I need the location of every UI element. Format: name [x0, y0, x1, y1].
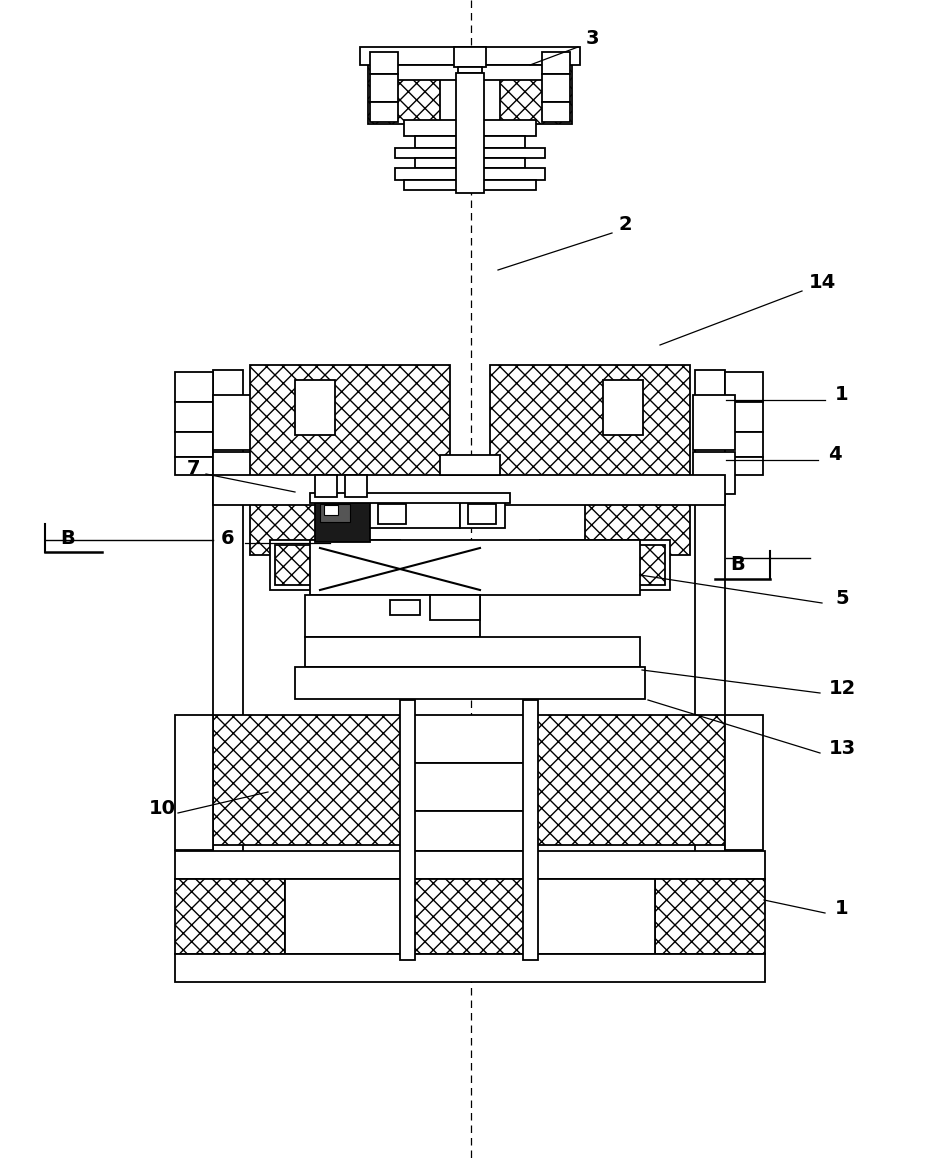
Bar	[500, 52, 572, 124]
Bar	[695, 370, 725, 909]
Bar	[404, 180, 536, 190]
Text: 1: 1	[836, 385, 849, 405]
Bar	[360, 48, 580, 65]
Bar	[275, 545, 330, 585]
Text: 14: 14	[808, 274, 836, 292]
Bar	[693, 452, 735, 494]
Bar	[324, 505, 338, 515]
Text: 5: 5	[836, 588, 849, 608]
Bar	[468, 503, 496, 524]
Bar	[454, 48, 486, 67]
Bar	[540, 541, 670, 590]
Bar	[175, 432, 213, 457]
Text: 12: 12	[828, 679, 855, 697]
Bar	[295, 380, 335, 435]
Bar	[285, 879, 403, 954]
Bar	[213, 715, 403, 844]
Text: 10: 10	[149, 798, 175, 818]
Text: 7: 7	[187, 458, 200, 478]
Bar	[458, 67, 482, 73]
Bar	[725, 403, 763, 432]
Bar	[320, 503, 350, 522]
Text: B: B	[731, 556, 745, 574]
Bar	[693, 396, 735, 450]
Text: B: B	[60, 529, 75, 548]
Bar	[655, 879, 765, 954]
Bar	[305, 637, 640, 667]
Bar	[603, 380, 643, 435]
Bar	[175, 851, 765, 879]
Bar	[378, 503, 406, 524]
Bar	[175, 372, 213, 403]
Bar	[430, 595, 480, 619]
Bar	[315, 474, 337, 496]
Bar	[345, 474, 367, 496]
Bar	[725, 715, 763, 850]
Bar	[535, 715, 725, 844]
Bar	[403, 811, 533, 851]
Bar	[415, 136, 525, 148]
Bar	[368, 52, 440, 124]
Bar	[175, 715, 213, 850]
Text: 6: 6	[221, 529, 235, 548]
Bar	[523, 699, 538, 960]
Bar	[610, 545, 665, 585]
Bar	[403, 763, 533, 811]
Bar	[440, 455, 500, 474]
Bar	[315, 500, 370, 542]
Bar	[175, 403, 213, 432]
Text: 4: 4	[828, 445, 842, 464]
Bar	[385, 65, 555, 80]
Bar	[542, 52, 570, 74]
Bar	[725, 432, 763, 457]
Bar	[213, 370, 243, 909]
Bar	[725, 372, 763, 403]
Bar	[250, 365, 450, 485]
Bar	[542, 102, 570, 122]
Text: 1: 1	[836, 899, 849, 918]
Text: 13: 13	[828, 739, 855, 757]
Text: 2: 2	[618, 216, 632, 234]
Bar	[403, 879, 533, 954]
Bar	[305, 595, 480, 637]
Bar	[542, 74, 570, 102]
Bar	[270, 541, 400, 590]
Bar	[390, 600, 420, 615]
Bar	[213, 396, 255, 450]
Bar	[370, 102, 398, 122]
Bar	[310, 493, 510, 503]
Bar	[213, 452, 255, 494]
Bar	[395, 168, 545, 180]
Bar	[533, 879, 655, 954]
Bar	[395, 148, 545, 158]
Bar	[460, 498, 505, 528]
Bar	[725, 457, 763, 474]
Bar	[175, 457, 213, 474]
Bar	[370, 498, 460, 528]
Bar	[456, 73, 484, 193]
Bar	[370, 52, 398, 74]
Bar	[213, 474, 725, 505]
Bar	[415, 158, 525, 168]
Bar	[295, 667, 645, 699]
Bar	[370, 74, 398, 102]
Bar	[310, 541, 640, 595]
Text: 3: 3	[585, 29, 599, 48]
Bar	[175, 954, 765, 983]
Bar	[404, 119, 536, 136]
Bar	[403, 715, 533, 763]
Bar	[490, 365, 690, 485]
Bar	[585, 485, 690, 554]
Bar	[400, 699, 415, 960]
Bar	[250, 485, 355, 554]
Bar	[175, 879, 285, 954]
